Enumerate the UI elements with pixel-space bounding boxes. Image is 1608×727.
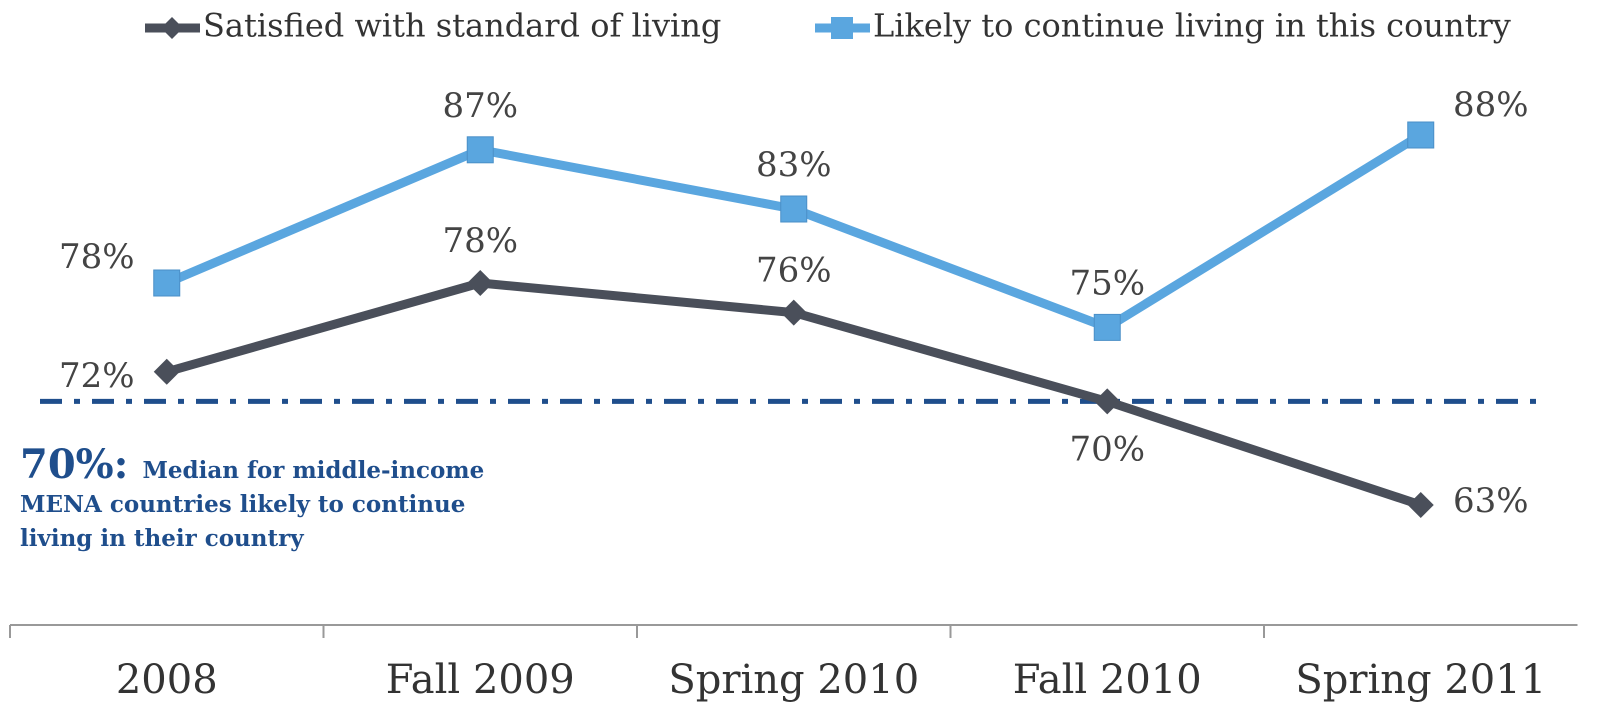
- x-tick-label: Fall 2010: [1013, 657, 1202, 703]
- reference-text: Median for middle-income MENA countries …: [20, 457, 485, 552]
- data-label: 63%: [1453, 481, 1529, 521]
- marker: [1093, 313, 1121, 341]
- marker: [1407, 492, 1434, 518]
- marker: [780, 299, 807, 326]
- data-label: 78%: [442, 221, 518, 261]
- x-tick-label: 2008: [116, 657, 218, 703]
- data-label: 88%: [1453, 85, 1529, 125]
- marker: [1094, 388, 1121, 415]
- marker: [153, 358, 180, 385]
- reference-label: 70%:: [20, 441, 129, 488]
- reference-annotation: 70%: Median for middle-income MENA countr…: [20, 445, 490, 556]
- data-label: 72%: [59, 356, 135, 396]
- x-tick-label: Spring 2010: [668, 657, 919, 703]
- marker: [467, 270, 494, 296]
- legend-label: Satisfied with standard of living: [203, 7, 721, 45]
- marker: [153, 269, 181, 297]
- legend-marker: [161, 17, 183, 39]
- marker: [780, 195, 808, 223]
- data-label: 70%: [1069, 429, 1145, 469]
- data-label: 87%: [442, 86, 518, 126]
- data-label: 75%: [1069, 263, 1145, 303]
- marker: [1407, 121, 1435, 149]
- data-label: 83%: [756, 145, 832, 185]
- marker: [466, 136, 494, 164]
- data-label: 76%: [756, 251, 832, 291]
- legend-label: Likely to continue living in this countr…: [873, 7, 1511, 45]
- legend-marker: [831, 17, 853, 39]
- x-tick-label: Fall 2009: [386, 657, 575, 703]
- data-label: 78%: [59, 237, 135, 277]
- x-tick-label: Spring 2011: [1295, 657, 1546, 703]
